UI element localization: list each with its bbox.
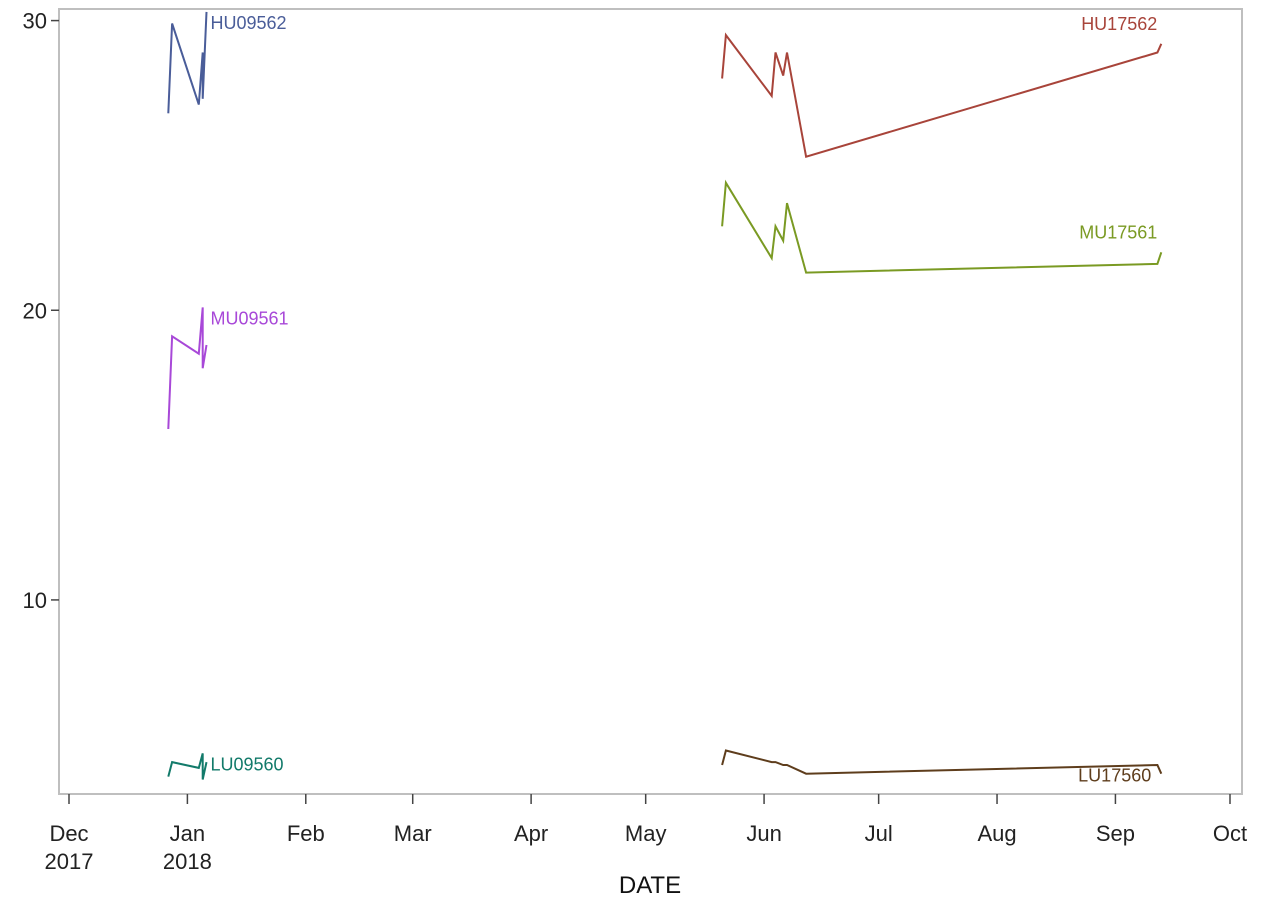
x-tick-label: Oct: [1213, 821, 1247, 846]
x-tick-sublabel: 2017: [45, 849, 94, 874]
y-tick-label: 10: [23, 588, 47, 613]
x-tick-label: Apr: [514, 821, 548, 846]
series-label-hu17562: HU17562: [1081, 14, 1157, 34]
y-tick-label: 20: [23, 298, 47, 323]
y-tick-label: 30: [23, 9, 47, 34]
series-line-lu09560: [167, 753, 208, 780]
series-label-mu17561: MU17561: [1079, 222, 1157, 242]
x-axis-label: DATE: [619, 872, 681, 899]
x-tick-label: Jun: [746, 821, 781, 846]
y-axis: 10 20 30: [23, 9, 59, 613]
series-label-lu09560: LU09560: [210, 754, 283, 774]
series-line-hu17562: [721, 32, 1163, 158]
x-tick-label: Aug: [977, 821, 1016, 846]
series-label-hu09562: HU09562: [210, 13, 286, 33]
x-tick-label: Dec: [49, 821, 88, 846]
x-tick-label: Jul: [865, 821, 893, 846]
x-tick-label: Sep: [1096, 821, 1135, 846]
x-tick-label: Mar: [394, 821, 432, 846]
series-line-mu17561: [721, 179, 1163, 274]
x-tick-label: Jan: [170, 821, 205, 846]
plot-frame: [58, 8, 1243, 795]
x-axis: Dec 2017 Jan 2018 Feb Mar Apr May Jun Jul Aug Sep Oc…: [45, 794, 1247, 874]
series-line-mu09561: [167, 307, 208, 430]
series-line-lu17560: [721, 749, 1163, 775]
x-tick-sublabel: 2018: [163, 849, 212, 874]
x-tick-label: May: [625, 821, 667, 846]
x-tick-label: Feb: [287, 821, 325, 846]
series-layer: HU09562 MU09561 LU09560 HU17562 MU17561 LU175…: [167, 11, 1163, 786]
series-line-hu09562: [167, 11, 208, 114]
series-label-lu17560: LU17560: [1078, 766, 1151, 786]
series-label-mu09561: MU09561: [210, 308, 288, 328]
